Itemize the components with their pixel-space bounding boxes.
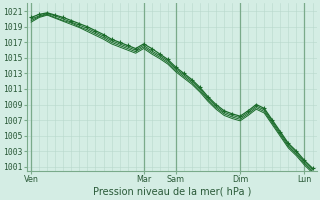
- X-axis label: Pression niveau de la mer( hPa ): Pression niveau de la mer( hPa ): [93, 187, 251, 197]
